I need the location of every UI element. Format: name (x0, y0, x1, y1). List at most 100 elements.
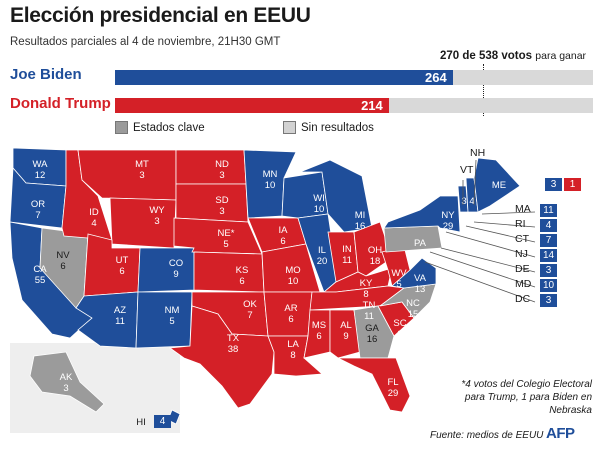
ne-state-code: NJ (515, 248, 528, 260)
maine-trump-votes: 1 (564, 178, 581, 191)
state-votes-ar: 6 (288, 314, 293, 325)
leader-lines (424, 159, 536, 303)
state-al (329, 309, 361, 359)
biden-votes-value: 264 (425, 70, 447, 85)
state-label-az: AZ (114, 305, 126, 316)
key-states-label: Estados clave (133, 121, 205, 134)
state-nm (135, 291, 193, 349)
state-label-sc: SC (393, 318, 406, 329)
states-layer (9, 147, 521, 425)
ne-state-code: DE (515, 263, 530, 275)
state-label-fl: FL (387, 377, 398, 388)
state-labels-layer: WA12OR7CA55NV6ID4MT3WY3UT6AZ11CO9NM5ND3S… (31, 159, 506, 428)
state-votes-sc: 9 (397, 329, 402, 340)
state-label-ny: NY (441, 210, 455, 221)
nh-code: NH (470, 147, 486, 159)
state-label-wv: WV (391, 268, 407, 279)
state-pa (383, 225, 443, 253)
state-votes-tx: 38 (228, 344, 239, 355)
state-label-ok: OK (243, 299, 257, 310)
state-votes-sd: 3 (219, 206, 224, 217)
state-votes-al: 9 (343, 331, 348, 342)
state-label-sd: SD (215, 195, 228, 206)
afp-logo: AFP (546, 425, 575, 442)
state-ks (193, 251, 265, 293)
ne-state-code: MA (515, 203, 531, 215)
state-label-ia: IA (279, 225, 289, 236)
legend-no-results: Sin resultados (283, 121, 374, 134)
state-label-va: VA (414, 273, 427, 284)
state-label-nd: ND (215, 159, 229, 170)
ne-state-votes: 3 (540, 264, 557, 277)
state-label-nm: NM (165, 305, 180, 316)
state-votes-ok: 7 (247, 310, 252, 321)
state-sd (175, 183, 249, 223)
goal-label: 270 de 538 votos para ganar (440, 50, 586, 62)
state-votes-ms: 6 (316, 331, 321, 342)
state-votes-or: 7 (35, 210, 40, 221)
state-label-id: ID (89, 207, 99, 218)
state-votes-il: 20 (317, 256, 328, 267)
ne-state-votes: 14 (540, 249, 557, 262)
state-ak (29, 351, 105, 413)
state-votes-nh: 4 (469, 196, 474, 207)
state-label-ca: CA (33, 264, 47, 275)
state-me (473, 157, 521, 213)
state-votes-nd: 3 (219, 170, 224, 181)
state-votes-la: 8 (290, 350, 295, 361)
state-ne (173, 217, 263, 255)
state-votes-ca: 55 (35, 275, 46, 286)
ne-state-code: MD (515, 278, 532, 290)
ne-state-votes: 10 (540, 279, 557, 292)
state-ms (303, 309, 331, 359)
state-votes-az: 11 (115, 316, 125, 327)
state-label-hi: HI (136, 417, 146, 428)
state-label-il: IL (318, 245, 326, 256)
candidate-trump-name: Donald Trump (10, 95, 111, 112)
trump-votes-value: 214 (361, 98, 383, 113)
state-label-pa: PA (414, 238, 427, 249)
state-votes-in: 11 (342, 255, 352, 266)
state-tx (168, 305, 275, 409)
state-label-mt: MT (135, 159, 149, 170)
state-wy (109, 197, 177, 249)
ne-state-votes: 11 (540, 204, 557, 217)
state-votes-fl: 29 (388, 388, 399, 399)
legend-key-states: Estados clave (115, 121, 205, 134)
state-mi (299, 159, 373, 233)
state-label-ut: UT (116, 255, 129, 266)
state-votes-nm: 5 (169, 316, 174, 327)
state-label-in: IN (342, 244, 352, 255)
state-label-wi: WI (313, 193, 325, 204)
ne-state-votes: 4 (540, 219, 557, 232)
ne-state-code: CT (515, 233, 529, 245)
trump-votes-bar: 214 (115, 98, 389, 113)
state-label-tn: TN (363, 300, 376, 311)
state-votes-wi: 10 (314, 204, 325, 215)
maine-biden-votes: 3 (545, 178, 562, 191)
state-label-ne: NE* (218, 228, 235, 239)
trump-bar-track: 214 (115, 98, 593, 113)
state-ga (353, 305, 395, 359)
state-votes-ne: 5 (223, 239, 228, 250)
goal-text: 270 de 538 votos (440, 50, 533, 62)
state-votes-nc: 15 (408, 309, 419, 320)
state-label-mo: MO (285, 265, 300, 276)
state-oh (353, 221, 393, 277)
state-votes-mi: 16 (355, 221, 366, 232)
candidate-biden-name: Joe Biden (10, 66, 82, 83)
state-votes-pa: 20 (415, 249, 426, 260)
key-states-swatch (115, 121, 128, 134)
state-co (137, 247, 195, 293)
state-label-la: LA (287, 339, 299, 350)
state-label-or: OR (31, 199, 45, 210)
state-votes-id: 4 (91, 218, 96, 229)
state-votes-ut: 6 (119, 266, 124, 277)
no-results-swatch (283, 121, 296, 134)
state-votes-mo: 10 (288, 276, 299, 287)
state-votes-co: 9 (173, 269, 178, 280)
state-label-ms: MS (312, 320, 326, 331)
state-label-mn: MN (263, 169, 278, 180)
state-votes-wv: 5 (396, 279, 401, 290)
